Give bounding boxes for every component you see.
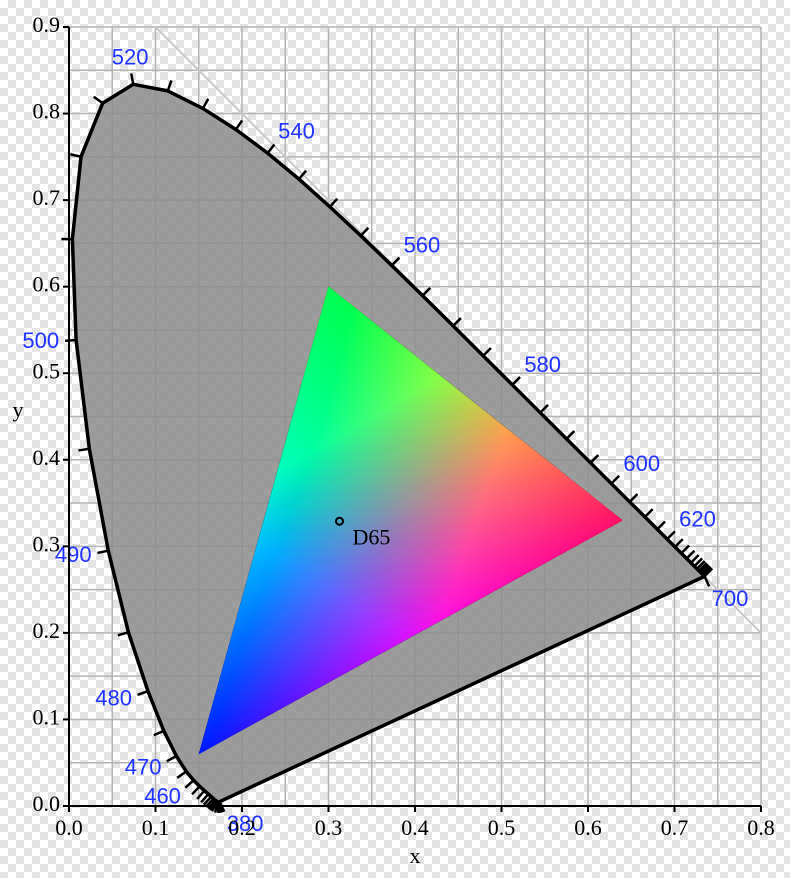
wavelength-tick [703, 575, 711, 587]
y-tick-label: 0.0 [33, 791, 61, 816]
wavelength-tick [390, 256, 401, 267]
wavelength-tick [359, 226, 370, 237]
gamut-shading [198, 286, 623, 755]
y-tick-label: 0.3 [33, 531, 61, 556]
x-tick-label: 0.5 [488, 815, 516, 840]
wavelength-tick [176, 770, 187, 779]
wavelength-tick [698, 562, 708, 572]
wavelength-tick [207, 799, 217, 810]
wavelength-tick [130, 73, 135, 85]
wavelength-label: 700 [712, 586, 749, 611]
wavelength-tick [693, 557, 704, 568]
y-tick-label: 0.6 [33, 272, 61, 297]
wavelength-tick [565, 430, 576, 440]
wavelength-tick [166, 80, 173, 92]
x-tick-label: 0.7 [661, 815, 689, 840]
wavelength-tick [589, 454, 600, 464]
wavelength-tick [699, 563, 710, 574]
y-tick-label: 0.5 [33, 358, 61, 383]
y-tick-label: 0.8 [33, 99, 61, 124]
x-tick-label: 0.6 [574, 815, 602, 840]
x-axis-label: x [410, 843, 421, 868]
white-point-label: D65 [352, 524, 390, 549]
y-tick-label: 0.1 [33, 704, 61, 729]
gamut [198, 286, 623, 755]
wavelength-tick [539, 404, 549, 414]
y-tick-label: 0.9 [33, 12, 61, 37]
x-tick-label: 0.1 [142, 815, 170, 840]
wavelength-tick [65, 338, 77, 343]
wavelength-label: 520 [112, 45, 149, 70]
wavelength-tick [297, 169, 308, 180]
x-tick-label: 0.3 [315, 815, 343, 840]
x-tick-label: 0.8 [747, 815, 775, 840]
wavelength-tick [328, 197, 339, 208]
wavelength-label: 560 [404, 233, 441, 258]
wavelength-tick [674, 538, 684, 548]
wavelength-label: 500 [22, 328, 59, 353]
wavelength-label: 380 [227, 811, 264, 836]
y-tick-label: 0.2 [33, 618, 61, 643]
wavelength-tick [196, 789, 206, 800]
wavelength-tick [511, 376, 521, 386]
wavelength-tick [200, 793, 210, 804]
wavelength-label: 620 [679, 507, 716, 532]
x-tick-label: 0.4 [401, 815, 429, 840]
y-tick-label: 0.7 [33, 185, 61, 210]
wavelength-tick [153, 729, 165, 737]
wavelength-tick [166, 754, 177, 763]
wavelength-tick [266, 143, 276, 154]
wavelength-tick [628, 493, 639, 503]
wavelength-tick [690, 554, 700, 564]
wavelength-tick [137, 689, 149, 697]
spectral-locus [70, 82, 707, 804]
wavelength-tick [421, 286, 432, 297]
wavelength-tick [685, 549, 696, 560]
wavelength-tick [680, 544, 690, 555]
wavelength-tick [482, 347, 492, 357]
wavelength-label: 470 [125, 754, 162, 779]
wavelength-tick [703, 567, 714, 578]
wavelength-tick [191, 785, 201, 796]
wavelength-label: 490 [55, 542, 92, 567]
wavelength-tick [666, 530, 676, 541]
wavelength-label: 480 [95, 686, 132, 711]
y-axis-label: y [13, 397, 24, 422]
wavelength-tick [656, 520, 666, 531]
wavelength-label: 600 [623, 451, 660, 476]
wavelength-tick [696, 560, 706, 570]
wavelength-tick [202, 795, 213, 806]
wavelength-tick [234, 119, 244, 131]
wavelength-tick [117, 631, 129, 637]
wavelength-tick [184, 779, 195, 789]
wavelength-tick [92, 95, 104, 105]
wavelength-tick [201, 98, 210, 110]
wavelength-tick [644, 508, 654, 518]
wavelength-tick [78, 447, 90, 452]
wavelength-label: 540 [278, 118, 315, 143]
y-tick-label: 0.4 [33, 445, 61, 470]
x-tick-label: 0.2 [228, 815, 256, 840]
wavelength-tick [452, 317, 462, 327]
wavelength-tick [97, 549, 109, 555]
wavelength-label: 580 [524, 352, 561, 377]
x-tick-label: 0.0 [55, 815, 83, 840]
wavelength-tick [70, 153, 82, 158]
wavelength-label: 460 [144, 784, 181, 809]
white-point [334, 516, 344, 526]
wavelength-tick [610, 474, 621, 485]
